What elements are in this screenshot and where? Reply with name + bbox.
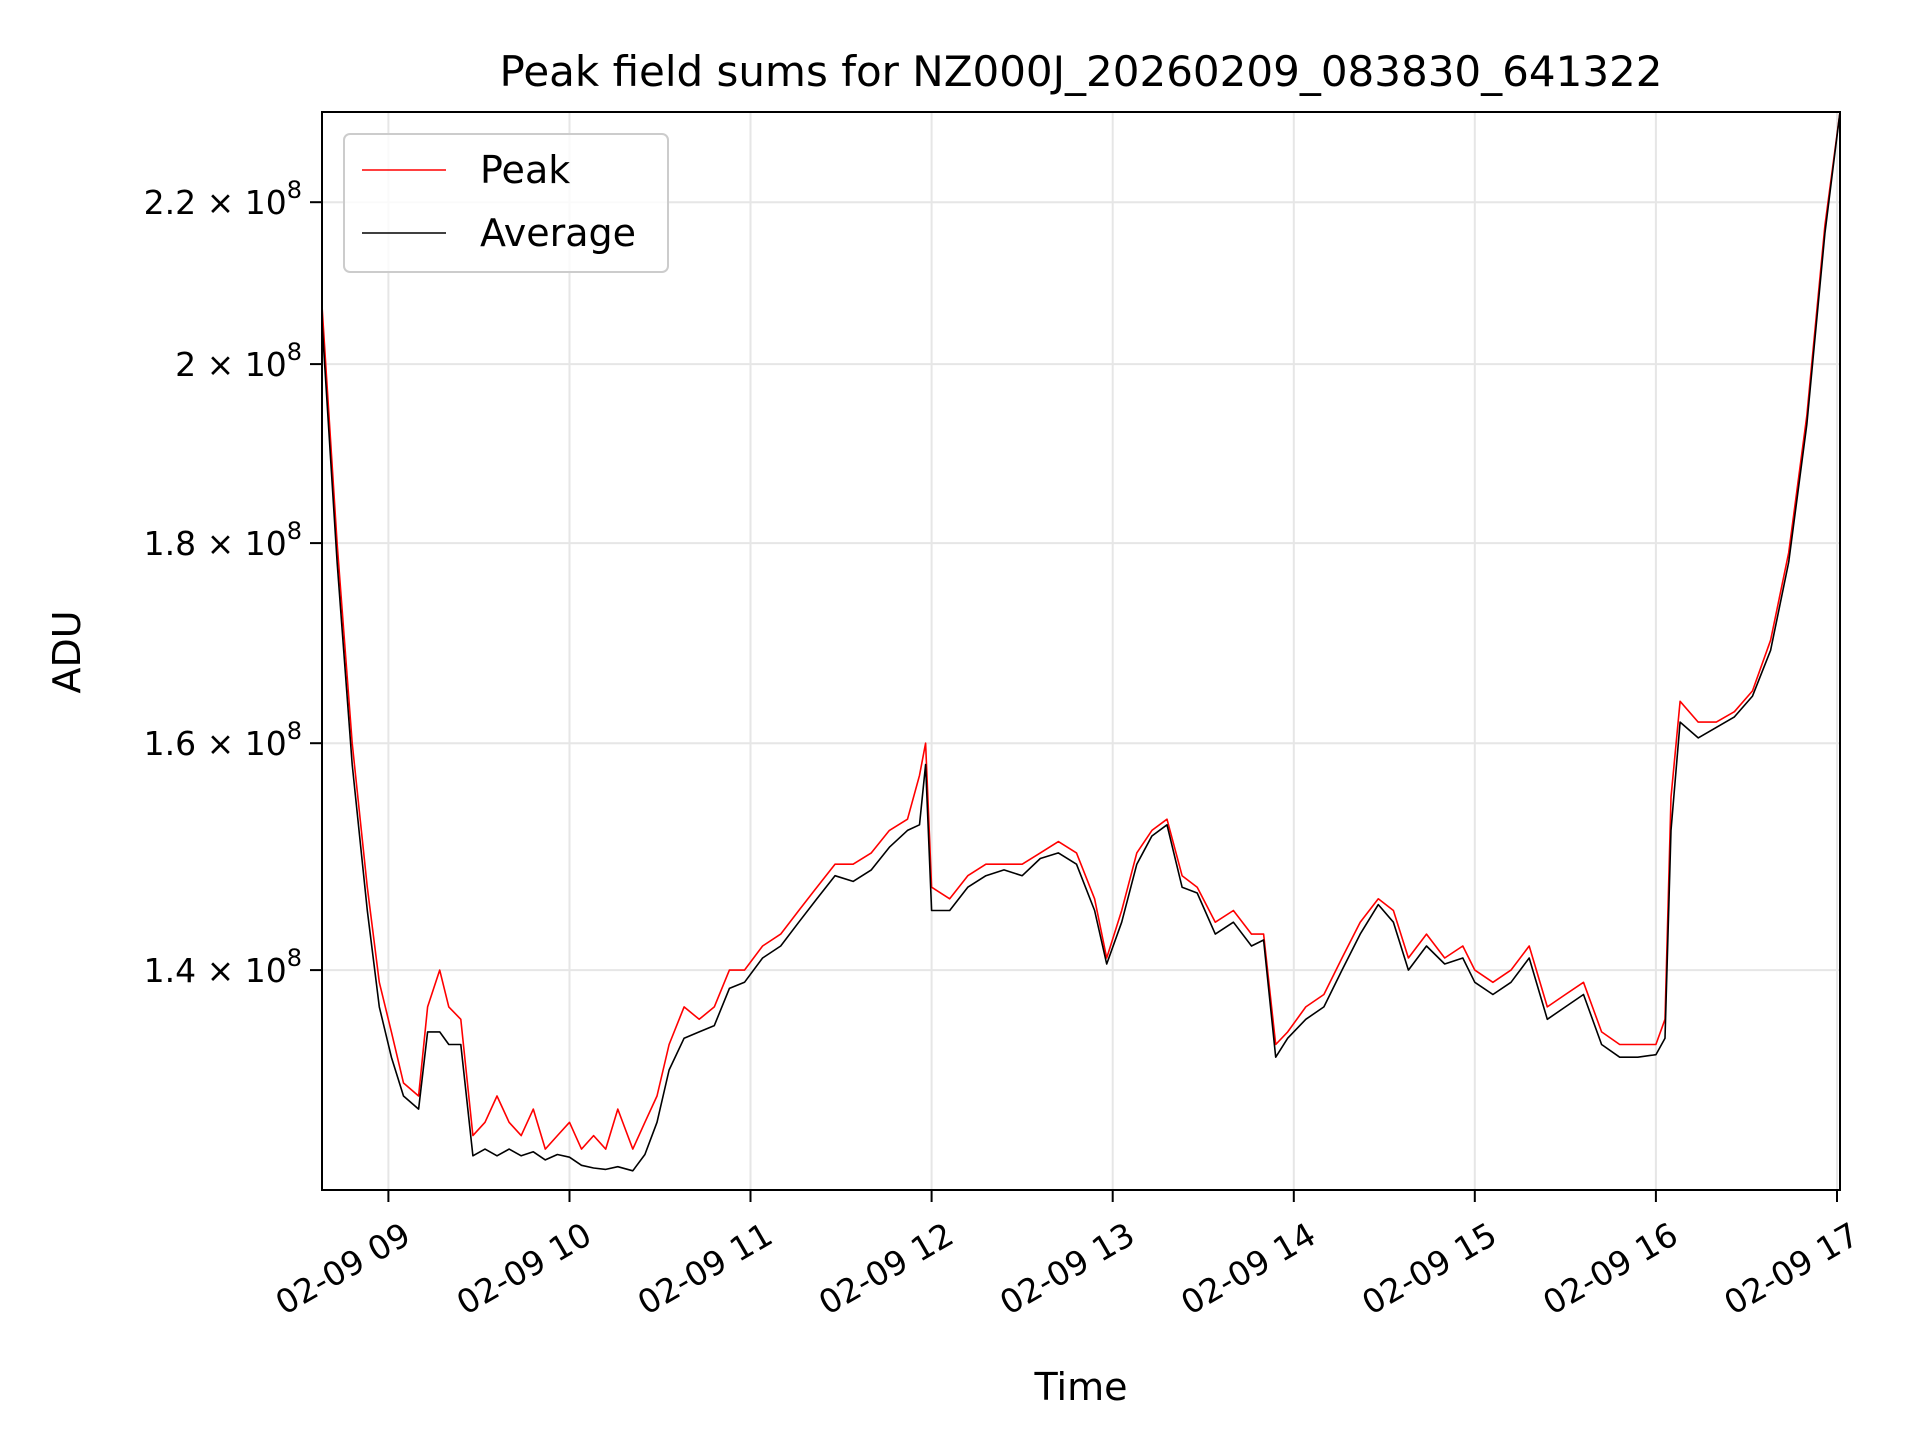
legend-label-average: Average <box>480 211 636 255</box>
y-tick-label: 2 × 108 <box>175 338 302 384</box>
y-tick-label: 1.8 × 108 <box>144 517 302 563</box>
y-tick-label: 2.2 × 108 <box>144 176 302 222</box>
legend: Peak Average <box>343 133 669 273</box>
y-axis: 1.4 × 108 1.6 × 108 1.8 × 108 2 × 108 2.2 × … <box>144 176 322 990</box>
legend-label-peak: Peak <box>480 148 570 192</box>
series-layer <box>321 111 1841 1172</box>
chart-title: Peak field sums for NZ000J_20260209_0838… <box>500 47 1663 96</box>
series-line-peak <box>321 111 1841 1150</box>
legend-box <box>343 133 669 273</box>
x-axis-label: Time <box>1034 1365 1128 1409</box>
grid <box>322 112 1840 1190</box>
plot-area-background <box>322 112 1840 1190</box>
series-line-average <box>321 111 1841 1172</box>
plot-frame <box>321 111 1841 1191</box>
y-tick-label: 1.4 × 108 <box>144 944 302 990</box>
y-axis-label: ADU <box>45 610 89 693</box>
y-tick-label: 1.6 × 108 <box>144 717 302 763</box>
